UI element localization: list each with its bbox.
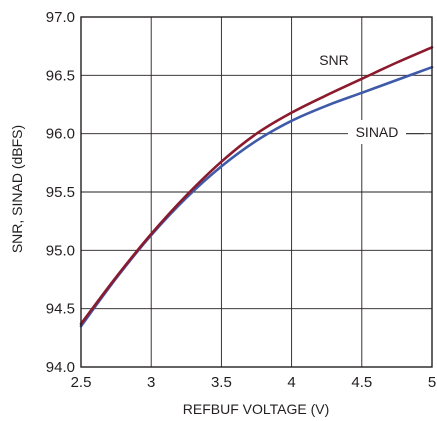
annotation-snr: SNR bbox=[319, 52, 349, 68]
y-tick-label: 94.0 bbox=[46, 359, 75, 376]
y-tick-labels: 94.0 94.5 95.0 95.5 96.0 96.5 97.0 bbox=[46, 9, 75, 376]
annotation-sinad: SINAD bbox=[356, 124, 399, 140]
y-tick-label: 94.5 bbox=[46, 301, 75, 318]
y-tick-label: 97.0 bbox=[46, 9, 75, 26]
x-tick-label: 3.5 bbox=[211, 374, 232, 391]
y-tick-label: 96.5 bbox=[46, 67, 75, 84]
annotations: SNR SINAD bbox=[319, 52, 424, 144]
y-axis-label: SNR, SINAD (dBFS) bbox=[9, 125, 25, 253]
y-tick-label: 96.0 bbox=[46, 126, 75, 143]
x-axis-label: REFBUF VOLTAGE (V) bbox=[183, 401, 330, 417]
series-line-snr bbox=[79, 46, 434, 326]
series-lines bbox=[79, 46, 434, 328]
x-tick-label: 5 bbox=[428, 374, 436, 391]
x-tick-label: 4.5 bbox=[351, 374, 372, 391]
annotation-sinad-box bbox=[348, 120, 406, 144]
plot-frame bbox=[80, 16, 433, 368]
x-tick-label: 3 bbox=[147, 374, 155, 391]
y-tick-label: 95.5 bbox=[46, 184, 75, 201]
series-line-sinad bbox=[79, 65, 434, 328]
y-tick-label: 95.0 bbox=[46, 242, 75, 259]
x-tick-label: 2.5 bbox=[71, 374, 92, 391]
x-tick-labels: 2.5 3 3.5 4 4.5 5 bbox=[71, 374, 437, 391]
x-tick-label: 4 bbox=[287, 374, 295, 391]
